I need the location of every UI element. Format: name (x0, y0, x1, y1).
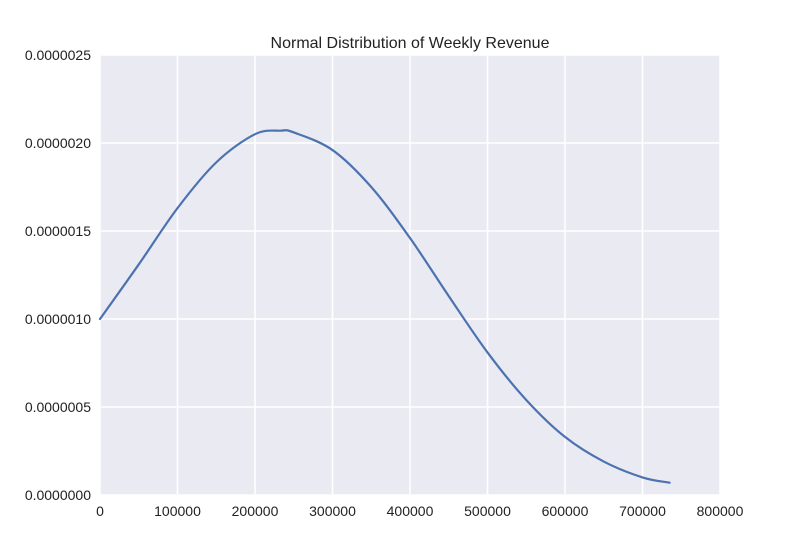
y-tick-label: 0.0000025 (25, 47, 91, 63)
x-grid-lines (99, 55, 721, 495)
x-tick-label: 100000 (154, 503, 201, 519)
y-grid-lines (100, 54, 720, 496)
y-axis-ticks: 0.0000000 0.0000005 0.0000010 0.0000015 0.00… (25, 47, 91, 503)
y-tick-label: 0.0000020 (25, 135, 91, 151)
x-tick-label: 200000 (232, 503, 279, 519)
x-tick-label: 700000 (619, 503, 666, 519)
y-tick-label: 0.0000015 (25, 223, 91, 239)
y-tick-label: 0.0000005 (25, 399, 91, 415)
y-tick-label: 0.0000010 (25, 311, 91, 327)
x-tick-label: 800000 (697, 503, 744, 519)
x-axis-ticks: 0 100000 200000 300000 400000 500000 600000 700… (96, 503, 743, 519)
x-tick-label: 400000 (387, 503, 434, 519)
x-tick-label: 0 (96, 503, 104, 519)
x-tick-label: 300000 (309, 503, 356, 519)
x-tick-label: 600000 (542, 503, 589, 519)
chart-title: Normal Distribution of Weekly Revenue (271, 35, 550, 52)
x-tick-label: 500000 (464, 503, 511, 519)
y-tick-label: 0.0000000 (25, 487, 91, 503)
series-line (98, 129, 671, 484)
